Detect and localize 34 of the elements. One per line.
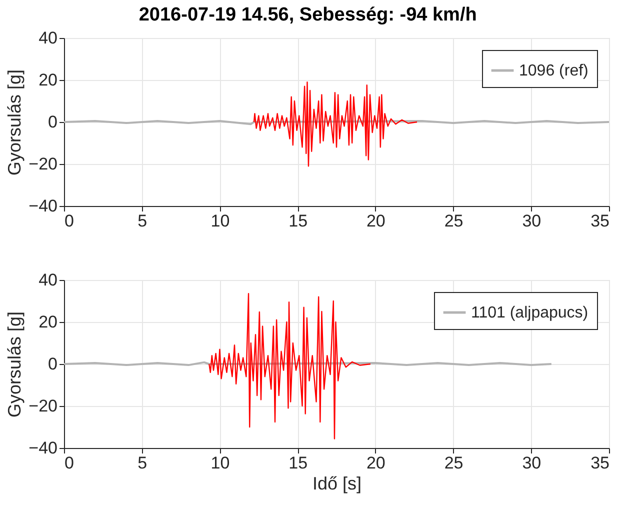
x-tick-label: 0 [64,454,74,472]
x-tick-label: 25 [444,454,464,472]
y-tick-label: 40 [38,28,58,48]
y-axis-title: Gyorsulás [g] [4,311,25,418]
x-tick-label: 25 [444,212,464,230]
y-axis-title: Gyorsulás [g] [4,69,25,176]
x-tick-label: 30 [522,454,542,472]
legend-label: 1101 (aljpapucs) [471,304,588,322]
x-tick-label: 35 [590,212,610,230]
x-tick-label: 15 [288,212,308,230]
x-tick-label: 20 [366,454,386,472]
line-series [253,82,418,167]
x-tick-label: 10 [210,454,230,472]
line-series [208,293,372,440]
y-tick-label: −40 [28,438,58,458]
x-tick-label: 5 [138,212,148,230]
x-axis-title: Idő [s] [312,474,362,494]
x-tick-label: 20 [366,212,386,230]
y-tick-label: −20 [28,396,58,416]
legend-label: 1096 (ref) [519,62,588,80]
y-tick-label: 20 [38,312,58,332]
x-tick-label: 35 [590,454,610,472]
y-tick-label: −20 [28,154,58,174]
x-tick-label: 10 [210,212,230,230]
y-tick-label: 0 [48,354,58,374]
y-tick-label: 40 [38,270,58,290]
x-tick-label: 30 [522,212,542,230]
y-tick-label: −40 [28,196,58,216]
x-tick-label: 0 [64,212,74,230]
x-tick-label: 5 [138,454,148,472]
x-tick-label: 15 [288,454,308,472]
chart-title: 2016-07-19 14.56, Sebesség: -94 km/h [138,4,477,26]
y-tick-label: 20 [38,70,58,90]
y-tick-label: 0 [48,112,58,132]
